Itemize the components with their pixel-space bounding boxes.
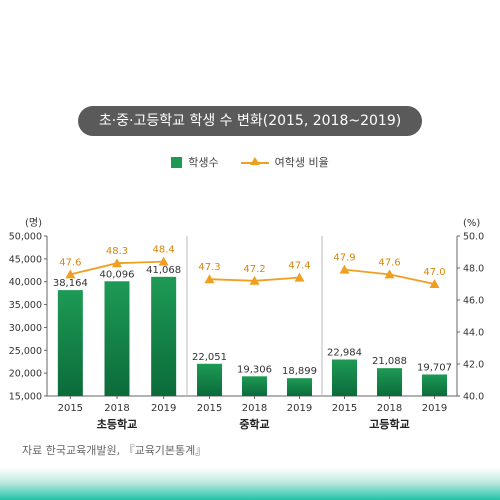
female-ratio-marker (249, 275, 260, 285)
bar (151, 276, 177, 396)
right-axis-unit: (%) (463, 218, 480, 229)
x-year-label: 2019 (151, 403, 176, 414)
legend-bar-swatch (171, 156, 183, 168)
right-tick-label: 46.0 (463, 296, 484, 307)
female-ratio-marker (339, 264, 350, 274)
female-ratio-value-label: 47.9 (333, 253, 355, 264)
right-tick-label: 48.0 (463, 264, 484, 275)
bar-value-label: 41,068 (146, 265, 181, 276)
group-name-label: 중학교 (239, 417, 269, 431)
bar-value-label: 22,984 (327, 348, 362, 359)
left-tick-label: 30,000 (9, 323, 42, 334)
left-tick-label: 35,000 (9, 300, 42, 311)
legend-female-ratio-label: 여학생 비율 (274, 156, 329, 169)
left-tick-label: 40,000 (9, 277, 42, 288)
left-tick-label: 15,000 (9, 392, 42, 403)
right-tick-label: 42.0 (463, 360, 484, 371)
bar-value-label: 38,164 (53, 278, 88, 289)
female-ratio-value-label: 47.4 (288, 261, 310, 272)
female-ratio-value-label: 47.3 (198, 262, 220, 273)
decorative-bottom-band (0, 468, 500, 500)
bar (287, 378, 312, 396)
female-ratio-marker (158, 256, 169, 266)
legend-entry-students: 학생수 (171, 154, 219, 170)
right-tick-label: 50.0 (463, 232, 484, 243)
female-ratio-marker (112, 258, 122, 268)
x-year-label: 2018 (104, 403, 129, 414)
legend-entry-female-ratio: 여학생 비율 (240, 154, 329, 170)
source-note: 자료 한국교육개발원, 『교육기본통계』 (22, 444, 207, 457)
bar-value-label: 19,707 (417, 362, 452, 373)
right-tick-label: 40.0 (463, 392, 484, 403)
legend-students-label: 학생수 (188, 156, 219, 169)
female-ratio-value-label: 47.6 (59, 257, 81, 268)
female-ratio-marker (294, 272, 305, 282)
female-ratio-marker (65, 269, 76, 279)
bar-value-label: 21,088 (372, 356, 407, 367)
left-tick-label: 25,000 (9, 346, 42, 357)
left-tick-label: 45,000 (9, 254, 42, 265)
x-year-label: 2015 (332, 403, 357, 414)
female-ratio-value-label: 47.6 (378, 257, 400, 268)
left-tick-label: 50,000 (9, 232, 42, 243)
x-year-label: 2015 (197, 403, 222, 414)
female-ratio-value-label: 47.2 (243, 264, 265, 275)
x-year-label: 2019 (422, 403, 447, 414)
female-ratio-value-label: 48.3 (106, 246, 128, 257)
group-name-label: 고등학교 (369, 417, 409, 431)
bar (197, 363, 222, 396)
female-ratio-marker (204, 274, 215, 284)
bar (57, 290, 83, 396)
x-year-label: 2018 (242, 403, 267, 414)
female-ratio-marker (384, 269, 395, 279)
x-year-label: 2015 (58, 403, 83, 414)
x-year-label: 2019 (287, 403, 312, 414)
bar (332, 359, 357, 396)
female-ratio-value-label: 47.0 (423, 267, 445, 278)
bar (422, 374, 447, 396)
bar-value-label: 22,051 (192, 352, 227, 363)
legend: 학생수 여학생 비율 (0, 152, 500, 172)
bar-value-label: 40,096 (100, 269, 135, 280)
bar (242, 376, 267, 396)
bar (377, 368, 402, 396)
right-tick-label: 44.0 (463, 328, 484, 339)
bar-value-label: 18,899 (282, 366, 317, 377)
x-year-label: 2018 (377, 403, 402, 414)
group-name-label: 초등학교 (97, 417, 137, 431)
chart-title: 초·중·고등학교 학생 수 변화(2015, 2018~2019) (78, 106, 422, 136)
female-ratio-value-label: 48.4 (153, 245, 175, 256)
legend-line-swatch (240, 156, 269, 168)
bar (104, 281, 130, 396)
left-axis-unit: (명) (25, 217, 42, 229)
bar-value-label: 19,306 (237, 364, 272, 375)
left-tick-label: 20,000 (9, 369, 42, 380)
female-ratio-marker (429, 279, 440, 288)
